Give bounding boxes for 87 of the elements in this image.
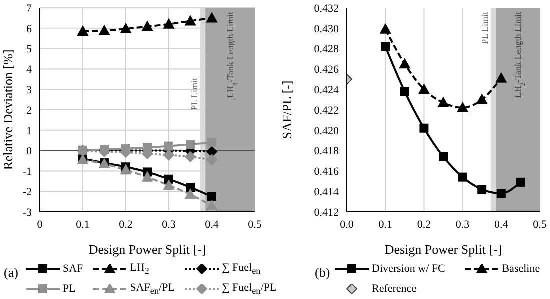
point — [420, 124, 429, 133]
legend-label: ∑ Fuel$_{en}$/PL — [222, 282, 277, 296]
y-tick-label: 6 — [26, 23, 32, 36]
point — [206, 146, 218, 158]
x-tick-label: 0.3 — [162, 218, 176, 231]
point — [476, 94, 488, 104]
y-tick-label: 3 — [26, 84, 32, 97]
point — [400, 87, 410, 96]
x-tick-label: 0.1 — [76, 218, 90, 231]
point — [185, 189, 196, 200]
legend-label: PL — [63, 283, 76, 295]
legend-label: Reference — [372, 283, 417, 295]
point — [478, 185, 487, 194]
point — [516, 178, 526, 187]
point — [208, 138, 216, 148]
x-tick-label: 0.2 — [119, 218, 133, 231]
y-tick-label: -3 — [22, 206, 32, 219]
point — [208, 192, 216, 202]
legend-label: SAF$_{en}$/PL — [130, 282, 175, 296]
x-tick-label: 0.1 — [378, 218, 392, 231]
point — [185, 16, 196, 26]
y-tick-label: 0.412 — [314, 206, 339, 219]
point — [185, 151, 196, 162]
y-tick-label: 0.418 — [314, 146, 340, 158]
point — [381, 42, 390, 52]
point — [142, 21, 153, 32]
legend-label: Baseline — [502, 263, 540, 275]
y-tick-label: 0.414 — [314, 186, 340, 199]
y-tick-label: 0 — [26, 146, 32, 158]
x-axis-title: Design Power Split [-] — [88, 242, 206, 257]
point — [142, 172, 153, 182]
y-axis-title: SAF/PL [-] — [280, 80, 295, 140]
x-tick-label: 0.3 — [456, 218, 470, 231]
point — [439, 152, 448, 162]
band-label: PL Limit — [189, 78, 200, 110]
point — [164, 180, 174, 190]
point — [458, 172, 468, 182]
text: (b) — [315, 265, 330, 281]
y-tick-label: 7 — [26, 2, 32, 15]
legend-label: Diversion w/ FC — [372, 263, 446, 275]
point — [164, 142, 174, 151]
point — [78, 26, 88, 36]
point — [206, 154, 218, 166]
y-tick-label: 0.432 — [314, 2, 339, 15]
legend-label: SAF — [63, 263, 84, 275]
y-tick-label: 0.430 — [314, 23, 340, 36]
point — [496, 189, 506, 198]
x-tick-label: 0.0 — [340, 218, 354, 231]
point — [418, 84, 430, 94]
x-tick-label: 0.5 — [248, 218, 262, 231]
x-tick-label: 0.5 — [533, 218, 548, 231]
y-tick-label: 4 — [26, 64, 32, 76]
point — [438, 97, 449, 108]
point — [99, 25, 110, 36]
x-axis-title: Design Power Split [-] — [384, 242, 502, 257]
point — [457, 102, 468, 112]
y-tick-label: 0.426 — [314, 64, 340, 76]
point — [120, 164, 132, 175]
point — [120, 24, 132, 34]
x-tick-label: 0.4 — [205, 218, 220, 231]
point — [380, 24, 392, 34]
y-tick-label: 1 — [26, 125, 32, 138]
y-tick-label: 5 — [26, 44, 32, 56]
point — [206, 12, 218, 23]
y-tick-label: 0.416 — [314, 166, 340, 178]
point — [206, 200, 218, 210]
point — [399, 58, 410, 69]
band-label: PL Limit — [480, 12, 490, 44]
point — [164, 150, 174, 161]
legend-label: LH$_{2}$ — [130, 262, 150, 276]
y-tick-label: 0.424 — [314, 84, 340, 97]
legend-label: ∑ Fuel$_{en}$ — [222, 262, 261, 276]
text: (a) — [4, 265, 18, 281]
y-tick-label: 0.420 — [314, 125, 340, 138]
y-tick-label: -1 — [22, 166, 32, 178]
x-tick-label: 0.2 — [417, 218, 432, 231]
x-tick-label: 0.4 — [494, 218, 509, 231]
y-axis-title: Relative Deviation [%] — [0, 50, 16, 170]
x-tick-label: 0 — [37, 218, 44, 231]
y-tick-label: 2 — [26, 104, 32, 117]
point — [186, 183, 195, 192]
point — [186, 140, 195, 150]
point — [496, 72, 507, 83]
y-tick-label: 0.428 — [314, 44, 340, 56]
y-tick-label: 0.422 — [314, 104, 339, 117]
y-tick-label: -2 — [22, 186, 32, 199]
point — [164, 18, 174, 29]
